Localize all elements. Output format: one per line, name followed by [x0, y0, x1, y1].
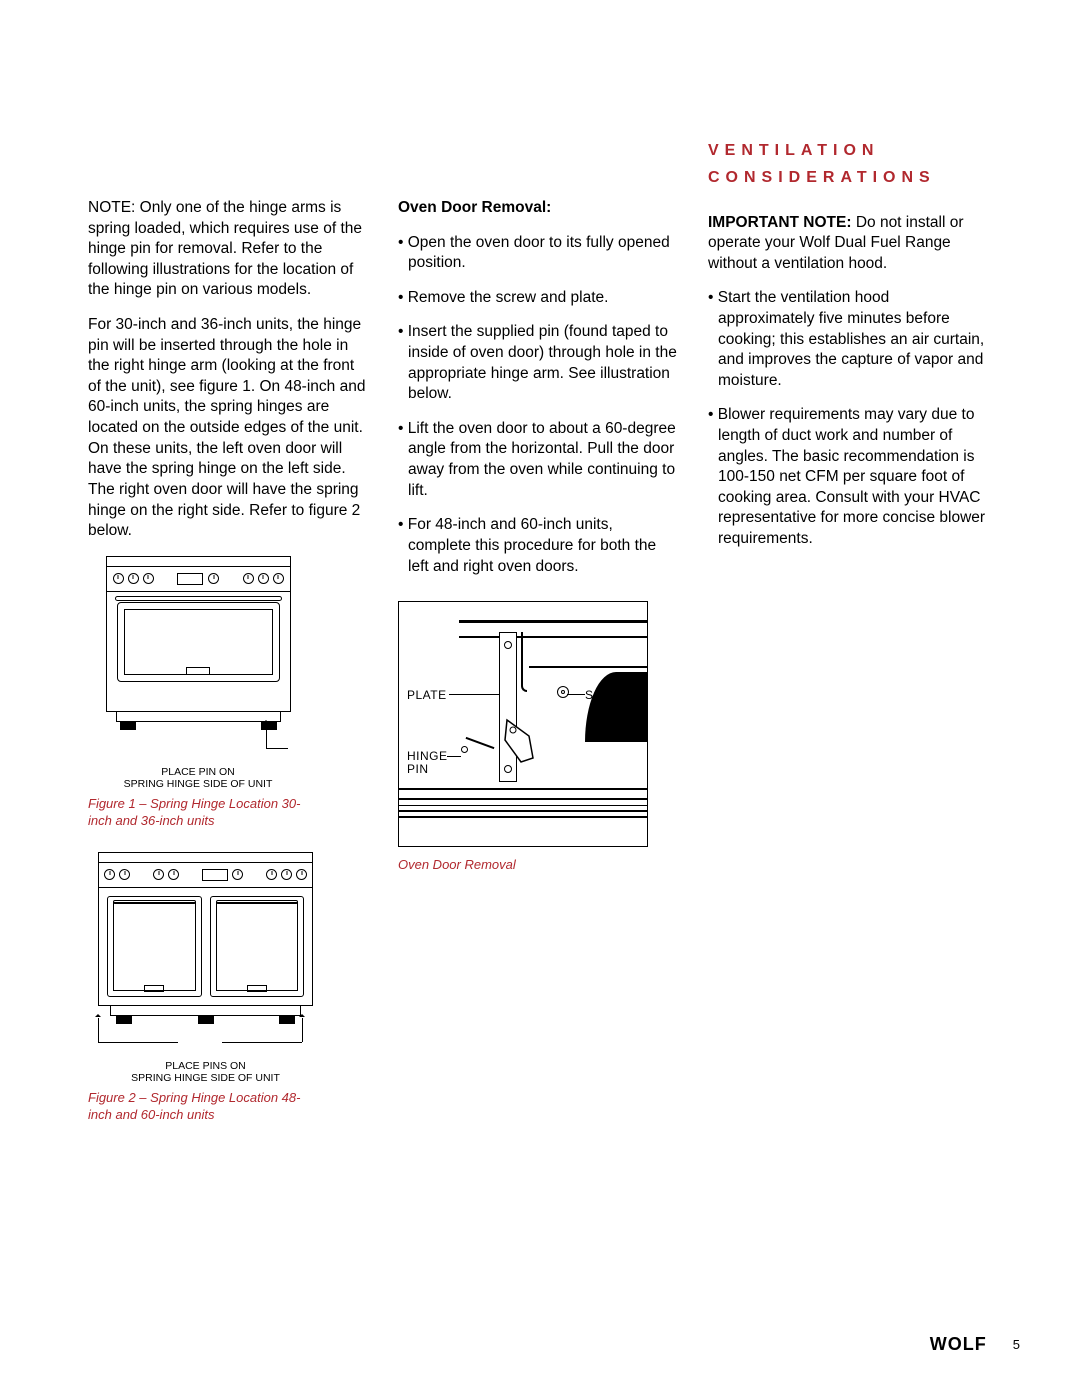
figure-2: PLACE PINS ON SPRING HINGE SIDE OF UNIT … — [88, 852, 323, 1124]
section-heading: VENTILATION CONSIDERATIONS — [708, 140, 988, 189]
heading-ventilation: VENTILATION — [708, 140, 988, 161]
oven-door-removal-heading: Oven Door Removal: — [398, 198, 678, 219]
page-number: 5 — [1013, 1337, 1020, 1352]
vent-bullet-2: • Blower requirements may vary due to le… — [708, 405, 988, 549]
label-plate: PLATE — [407, 688, 447, 704]
figure-3-caption: Oven Door Removal — [398, 857, 648, 874]
figure-1-callout: PLACE PIN ON SPRING HINGE SIDE OF UNIT — [88, 766, 308, 790]
important-note: IMPORTANT NOTE: Do not install or operat… — [708, 213, 988, 275]
column-left: NOTE: Only one of the hinge arms is spri… — [88, 140, 368, 1124]
figure-2-callout: PLACE PINS ON SPRING HINGE SIDE OF UNIT — [88, 1060, 323, 1084]
important-note-label: IMPORTANT NOTE: — [708, 214, 852, 231]
vent-bullet-1: • Start the ventilation hood approximate… — [708, 288, 988, 391]
wolf-logo: WOLF — [930, 1334, 987, 1355]
step-remove-screw: • Remove the screw and plate. — [398, 288, 678, 309]
hinge-models-paragraph: For 30-inch and 36-inch units, the hinge… — [88, 315, 368, 542]
step-repeat-both: • For 48-inch and 60-inch units, complet… — [398, 515, 678, 577]
step-insert-pin: • Insert the supplied pin (found taped t… — [398, 322, 678, 404]
range-illustration-small — [106, 556, 291, 730]
note-paragraph: NOTE: Only one of the hinge arms is spri… — [88, 198, 368, 301]
heading-considerations: CONSIDERATIONS — [708, 167, 988, 188]
column-right: VENTILATION CONSIDERATIONS IMPORTANT NOT… — [708, 140, 988, 1124]
step-lift-door: • Lift the oven door to about a 60-degre… — [398, 419, 678, 501]
column-middle: Oven Door Removal: • Open the oven door … — [398, 140, 678, 1124]
figure-1: PLACE PIN ON SPRING HINGE SIDE OF UNIT F… — [88, 556, 308, 830]
range-illustration-wide — [98, 852, 313, 1024]
label-screw: SCREW — [585, 688, 632, 704]
page-content: NOTE: Only one of the hinge arms is spri… — [88, 140, 998, 1124]
figure-oven-door-removal: PLATE SCREW HINGE PIN Oven Door Removal — [398, 601, 648, 874]
figure-2-caption: Figure 2 – Spring Hinge Location 48-inch… — [88, 1090, 323, 1124]
label-hinge-pin: HINGE PIN — [407, 750, 448, 776]
three-column-layout: NOTE: Only one of the hinge arms is spri… — [88, 140, 998, 1124]
figure-1-caption: Figure 1 – Spring Hinge Location 30-inch… — [88, 796, 308, 830]
step-open-door: • Open the oven door to its fully opened… — [398, 233, 678, 274]
page-footer: WOLF 5 — [930, 1334, 1020, 1355]
